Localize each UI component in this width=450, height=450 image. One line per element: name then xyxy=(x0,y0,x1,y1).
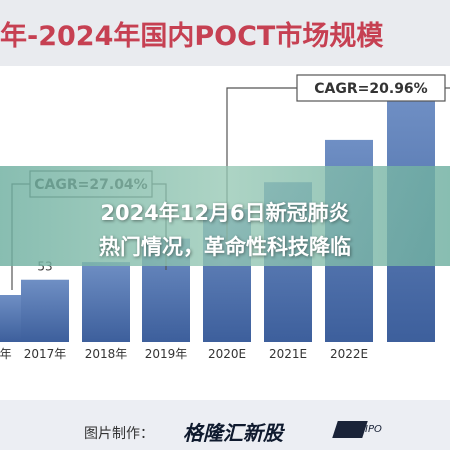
cagr-box-right-text: CAGR=20.96% xyxy=(314,81,427,97)
bar-2 xyxy=(82,262,130,342)
category-label-6: 2022E xyxy=(330,347,368,361)
footer xyxy=(0,400,450,450)
headline-line-1: 2024年12月6日新冠肺炎 xyxy=(100,201,350,225)
bar-0 xyxy=(0,295,22,342)
title-band xyxy=(0,0,450,66)
brand-ipo-text: IPO xyxy=(365,424,382,435)
footer-credit-label: 图片制作： xyxy=(84,426,154,442)
category-label-4: 2020E xyxy=(208,347,246,361)
category-label-2: 2018年 xyxy=(85,347,128,361)
cagr-box-right: CAGR=20.96% xyxy=(296,74,446,102)
category-label-3: 2019年 xyxy=(145,347,188,361)
headline-line-2: 热门情况，革命性科技降临 xyxy=(99,235,351,259)
brand-badge-icon xyxy=(332,421,368,438)
brand-logo: 格隆汇新股 xyxy=(183,421,283,445)
bar-1 xyxy=(21,279,69,342)
category-label-5: 2021E xyxy=(269,347,307,361)
chart-title: 年-2024年国内POCT市场规模 xyxy=(0,21,384,52)
category-label-1: 2017年 xyxy=(24,347,67,361)
headline-overlay xyxy=(0,166,450,266)
category-label-0: 16年 xyxy=(0,347,12,361)
